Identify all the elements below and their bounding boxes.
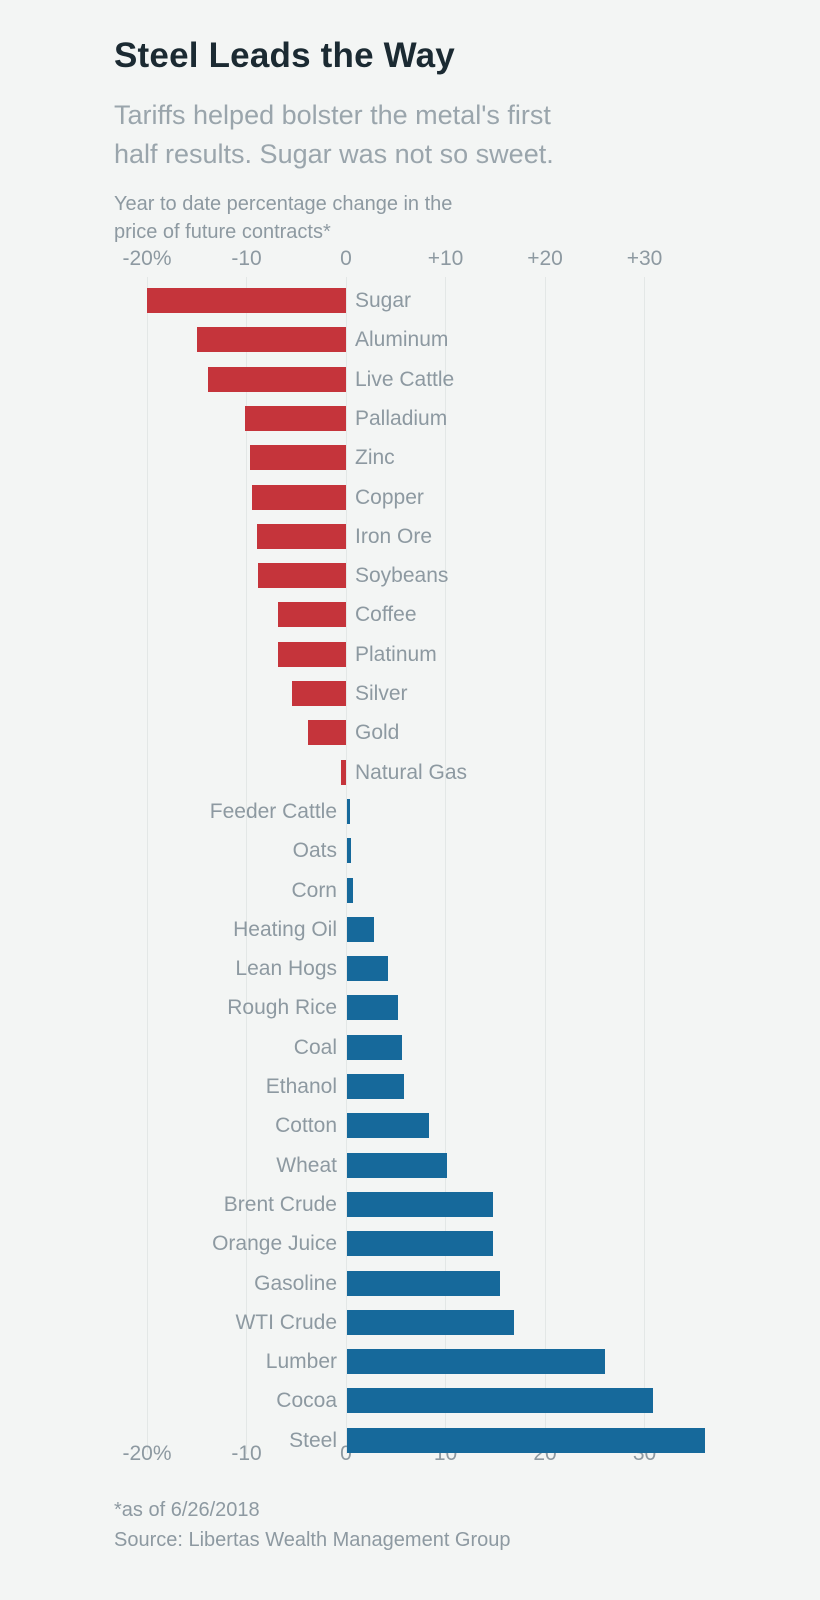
category-label: Corn <box>291 878 337 902</box>
category-label: Steel <box>289 1428 337 1452</box>
category-label: Lean Hogs <box>235 957 337 981</box>
axis-tick-label-bottom: -20% <box>122 1442 172 1465</box>
gridline--10 <box>246 277 247 1454</box>
category-label: Cotton <box>275 1114 337 1138</box>
category-label: Aluminum <box>355 328 449 352</box>
bar-corn <box>347 877 353 903</box>
bar-natural-gas <box>341 759 346 785</box>
category-label: Live Cattle <box>355 367 455 391</box>
bar-steel <box>347 1427 706 1453</box>
bar-coffee <box>278 602 346 628</box>
category-label: Silver <box>355 682 408 705</box>
category-label: Sugar <box>355 289 412 312</box>
bar-aluminum <box>196 327 346 353</box>
category-label: Orange Juice <box>212 1232 337 1256</box>
bar-copper <box>252 484 346 510</box>
chart-note-line1: Year to date percentage change in the <box>114 193 453 215</box>
axis-tick-label-top: 0 <box>340 247 352 270</box>
category-label: Ethanol <box>265 1075 337 1098</box>
category-label: Feeder Cattle <box>209 799 337 823</box>
category-label: Heating Oil <box>233 917 337 941</box>
bar-zinc <box>250 445 346 471</box>
gridline-10 <box>445 277 446 1454</box>
bar-ethanol <box>347 1074 404 1099</box>
bar-gasoline <box>347 1270 501 1296</box>
axis-tick-label-bottom: 0 <box>340 1442 352 1465</box>
axis-tick-label-top: -10 <box>231 247 262 270</box>
page-title: Steel Leads the Way <box>114 36 455 75</box>
category-label: Gold <box>355 721 400 745</box>
category-label: Coal <box>293 1035 337 1059</box>
bar-cocoa <box>347 1388 654 1414</box>
chart-subtitle: Tariffs helped bolster the metal's first… <box>114 96 554 173</box>
chart-subtitle-line1: Tariffs helped bolster the metal's first <box>114 100 551 130</box>
category-label: Platinum <box>355 642 437 666</box>
gridline-30 <box>644 277 645 1454</box>
category-label: Brent Crude <box>223 1192 337 1216</box>
bar-platinum <box>278 641 346 667</box>
bar-silver <box>292 681 346 706</box>
gridline-0 <box>345 277 347 1454</box>
axis-tick-label-bottom: -10 <box>231 1442 262 1465</box>
bar-soybeans <box>258 563 346 589</box>
bar-sugar <box>147 288 346 313</box>
bar-palladium <box>244 405 346 431</box>
category-label: Coffee <box>355 603 417 627</box>
chart-note-line2: price of future contracts* <box>114 221 331 243</box>
bar-gold <box>308 720 346 746</box>
category-label: Copper <box>355 485 424 509</box>
bar-orange-juice <box>347 1231 494 1257</box>
bar-heating-oil <box>347 916 374 942</box>
gridline--20 <box>146 277 148 1454</box>
category-label: Natural Gas <box>355 760 468 784</box>
bar-oats <box>347 838 351 864</box>
axis-tick-label-top: +10 <box>427 247 464 270</box>
axis-tick-label-top: -20% <box>122 247 172 270</box>
bar-feeder-cattle <box>347 798 350 824</box>
bar-coal <box>347 1034 402 1060</box>
category-label: Gasoline <box>254 1271 337 1295</box>
bar-live-cattle <box>207 366 346 392</box>
chart-note: Year to date percentage change in the pr… <box>114 190 452 246</box>
bar-cotton <box>347 1113 429 1139</box>
footnotes: *as of 6/26/2018 Source: Libertas Wealth… <box>114 1495 511 1556</box>
category-label: WTI Crude <box>235 1310 337 1334</box>
category-label: Iron Ore <box>355 524 433 548</box>
category-label: Palladium <box>355 406 448 430</box>
footnote-source: Source: Libertas Wealth Management Group <box>114 1529 511 1552</box>
category-label: Zinc <box>355 446 395 470</box>
category-label: Wheat <box>276 1153 337 1177</box>
category-label: Lumber <box>265 1350 337 1374</box>
bar-rough-rice <box>347 995 398 1021</box>
bar-lumber <box>347 1349 605 1375</box>
chart-subtitle-line2: half results. Sugar was not so sweet. <box>114 138 554 169</box>
bar-brent-crude <box>347 1191 494 1217</box>
category-label: Cocoa <box>276 1389 337 1413</box>
axis-tick-label-top: +20 <box>527 247 563 270</box>
gridline-20 <box>544 277 546 1454</box>
category-label: Soybeans <box>355 564 449 588</box>
footnote-asof: *as of 6/26/2018 <box>114 1499 260 1521</box>
category-label: Oats <box>292 839 337 863</box>
category-label: Rough Rice <box>227 996 337 1020</box>
bar-wti-crude <box>347 1309 515 1335</box>
bar-iron-ore <box>257 523 346 549</box>
bar-lean-hogs <box>347 956 388 982</box>
axis-tick-label-top: +30 <box>626 247 663 270</box>
bar-wheat <box>347 1152 447 1178</box>
